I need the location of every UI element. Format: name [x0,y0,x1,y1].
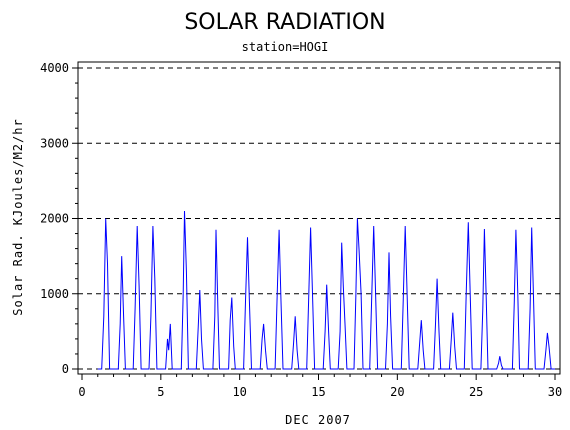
x-tick-label-5: 5 [157,385,164,399]
x-tick-label-10: 10 [232,385,246,399]
y-tick-label-2000: 2000 [40,212,69,226]
x-tick-label-25: 25 [469,385,483,399]
x-tick-label-0: 0 [78,385,85,399]
x-axis-title: DEC 2007 [285,413,351,427]
x-tick-label-15: 15 [311,385,325,399]
y-axis: 0 1000 2000 3000 4000 [40,61,78,376]
series-line-0 [97,210,555,370]
y-tick-label-3000: 3000 [40,136,69,150]
x-tick-label-20: 20 [390,385,404,399]
chart-subtitle: station=HOGI [242,40,329,54]
data-series [97,210,555,370]
y-tick-label-0: 0 [62,362,69,376]
x-axis: 0 5 10 15 20 25 30 [78,374,562,399]
y-axis-title: Solar Rad. KJoules/M2/hr [11,118,25,315]
y-tick-label-4000: 4000 [40,61,69,75]
chart-title: SOLAR RADIATION [184,10,385,35]
y-tick-label-1000: 1000 [40,287,69,301]
x-tick-label-30: 30 [548,385,562,399]
